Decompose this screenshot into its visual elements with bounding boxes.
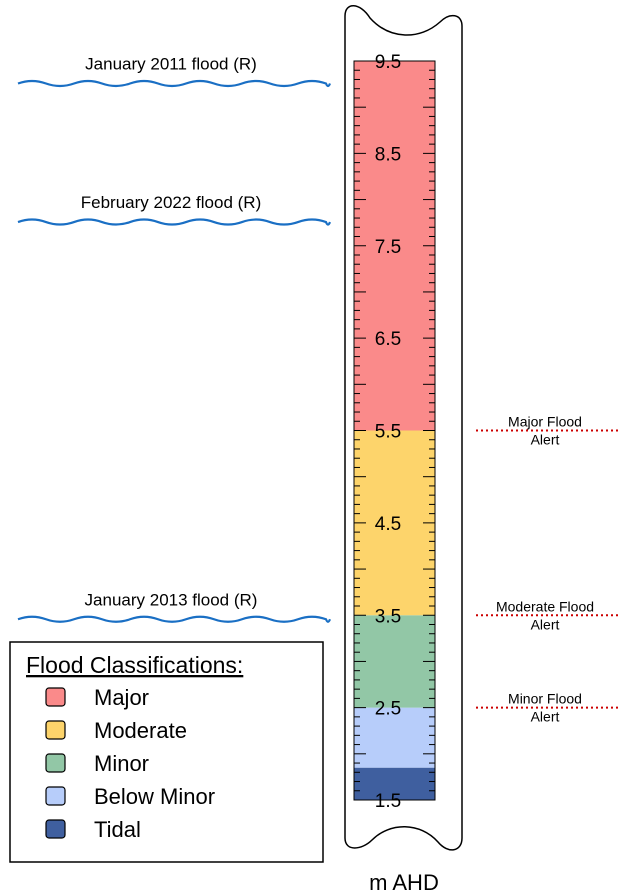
tick-label: 8.5: [375, 144, 401, 165]
unit-label: m AHD: [369, 870, 439, 895]
legend-title: Flood Classifications:: [26, 652, 243, 678]
alert-label-line1: Minor Flood: [508, 691, 582, 707]
flood-label: January 2013 flood (R): [85, 590, 258, 609]
alert-label-line2: Alert: [531, 616, 560, 632]
tick-label: 1.5: [375, 791, 401, 812]
band-below-minor: [354, 707, 435, 768]
legend-label: Moderate: [94, 718, 187, 743]
flood-level-wave: [17, 218, 332, 226]
legend-swatch: [45, 786, 66, 806]
band-moderate: [354, 430, 435, 616]
tick-label: 2.5: [375, 699, 401, 720]
gauge-ticks: 9.5 8.5 7.5 6.5 5.5 4.5 3.5 2.5 1.5: [354, 52, 435, 812]
tick-label: 3.5: [375, 606, 401, 627]
legend-label: Tidal: [94, 817, 141, 842]
band-minor: [354, 615, 435, 708]
flood-level-wave: [17, 615, 332, 623]
flood-label: February 2022 flood (R): [81, 193, 261, 212]
legend-swatch: [45, 720, 66, 740]
alert-label-line2: Alert: [531, 432, 560, 448]
legend-swatch: [45, 687, 66, 707]
alert-label-line2: Alert: [531, 709, 560, 725]
flood-label: January 2011 flood (R): [85, 54, 257, 73]
legend-label: Below Minor: [94, 784, 215, 809]
legend-items: Major Moderate Minor Below Minor Tidal: [45, 685, 215, 842]
classification-bands: [353, 60, 436, 801]
legend-swatch: [45, 753, 66, 773]
legend: Flood Classifications: Major Moderate Mino…: [9, 641, 324, 863]
tick-label: 6.5: [375, 329, 401, 350]
band-tidal: [354, 767, 435, 800]
legend-label: Minor: [94, 751, 149, 776]
tick-label: 7.5: [375, 237, 401, 258]
legend-swatch: [45, 819, 66, 839]
alert-label-line1: Moderate Flood: [496, 598, 594, 614]
legend-label: Major: [94, 685, 149, 710]
tick-label: 5.5: [375, 422, 401, 443]
tick-label: 4.5: [375, 514, 401, 535]
tick-label: 9.5: [375, 52, 401, 73]
historic-floods: January 2011 flood (R) February 2022 floo…: [17, 54, 332, 623]
alert-label-line1: Major Flood: [508, 414, 582, 430]
band-major: [354, 61, 435, 431]
alert-levels: Major Flood Alert Moderate Flood Alert Minor…: [476, 414, 620, 725]
flood-level-wave: [17, 79, 332, 88]
